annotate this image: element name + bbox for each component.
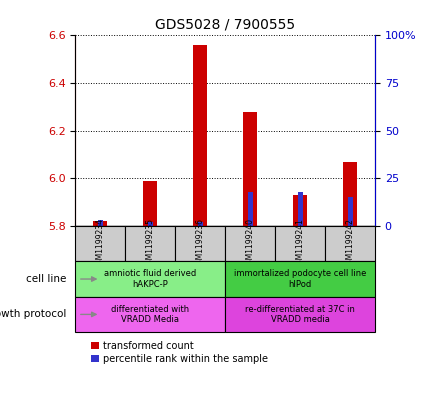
Text: amniotic fluid derived
hAKPC-P: amniotic fluid derived hAKPC-P xyxy=(104,269,196,289)
Bar xyxy=(193,45,207,226)
Bar xyxy=(342,162,356,226)
Text: growth protocol: growth protocol xyxy=(0,309,67,320)
Bar xyxy=(224,261,374,297)
Text: GSM1199234: GSM1199234 xyxy=(95,218,104,269)
Bar xyxy=(143,181,157,226)
Title: GDS5028 / 7900555: GDS5028 / 7900555 xyxy=(155,17,295,31)
Text: cell line: cell line xyxy=(26,274,67,284)
Bar xyxy=(93,221,107,226)
Bar xyxy=(292,195,306,226)
Bar xyxy=(243,112,257,226)
Bar xyxy=(324,226,374,261)
Bar xyxy=(75,261,224,297)
Text: differentiated with
VRADD Media: differentiated with VRADD Media xyxy=(111,305,189,324)
Bar xyxy=(274,226,324,261)
Text: GSM1199236: GSM1199236 xyxy=(195,218,204,269)
Bar xyxy=(297,192,302,226)
Text: GSM1199241: GSM1199241 xyxy=(295,218,304,269)
Bar xyxy=(147,222,153,226)
Bar xyxy=(197,222,202,226)
Bar xyxy=(125,226,175,261)
Bar xyxy=(224,297,374,332)
Bar xyxy=(247,192,252,226)
Bar xyxy=(224,226,274,261)
Text: re-differentiated at 37C in
VRADD media: re-differentiated at 37C in VRADD media xyxy=(245,305,354,324)
Bar xyxy=(175,226,224,261)
Text: GSM1199242: GSM1199242 xyxy=(345,218,354,269)
Bar xyxy=(75,297,224,332)
Bar xyxy=(347,197,352,226)
Legend: transformed count, percentile rank within the sample: transformed count, percentile rank withi… xyxy=(89,339,269,366)
Text: immortalized podocyte cell line
hIPod: immortalized podocyte cell line hIPod xyxy=(233,269,366,289)
Bar xyxy=(75,226,125,261)
Text: GSM1199240: GSM1199240 xyxy=(245,218,254,269)
Text: GSM1199235: GSM1199235 xyxy=(145,218,154,269)
Bar xyxy=(98,220,103,226)
